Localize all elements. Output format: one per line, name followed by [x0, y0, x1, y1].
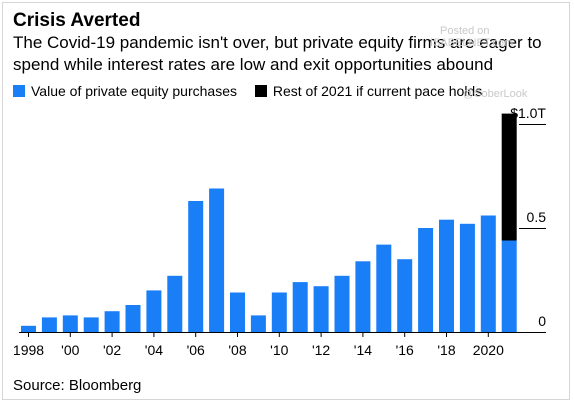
bar-purchases-2007 — [209, 188, 225, 332]
bar-purchases-2020 — [480, 215, 496, 332]
chart-legend: Value of private equity purchases Rest o… — [13, 82, 496, 100]
y-tick-label-0: 0 — [538, 313, 546, 329]
legend-label-rest-of-2021: Rest of 2021 if current pace holds — [272, 83, 483, 99]
watermark-posted-on: Posted on — [440, 25, 490, 37]
chart-frame — [2, 2, 570, 400]
x-tick-label-2020: 2020 — [473, 342, 504, 358]
bar-purchases-2001 — [83, 317, 99, 332]
bar-purchases-2003 — [125, 305, 141, 332]
chart-subtitle: The Covid-19 pandemic isn't over, but pr… — [13, 33, 542, 74]
bar-purchases-2009 — [250, 315, 266, 332]
legend-item-purchases: Value of private equity purchases — [13, 82, 237, 100]
x-tick-label-2002: '02 — [103, 342, 121, 358]
bar-purchases-2012 — [313, 286, 329, 332]
bar-purchases-2002 — [104, 311, 120, 332]
source-note: Source: Bloomberg — [13, 377, 142, 394]
watermark-handle: @SoberLook — [463, 88, 528, 100]
bar-purchases-2018 — [439, 219, 454, 332]
bar-purchases-2008 — [230, 292, 245, 332]
bar-purchases-2011 — [292, 282, 308, 332]
bar-purchases-2014 — [355, 261, 371, 332]
legend-swatch-purchases — [13, 85, 25, 97]
bar-purchases-1999 — [41, 317, 57, 332]
x-tick-label-2012: '12 — [312, 342, 330, 358]
bar-purchases-2000 — [62, 315, 78, 332]
bar-purchases-2021 — [501, 240, 517, 332]
x-tick-label-1998: 1998 — [13, 342, 44, 358]
x-tick-label-2014: '14 — [354, 342, 372, 358]
x-tick-label-2000: '00 — [61, 342, 79, 358]
x-tick-label-2010: '10 — [270, 342, 288, 358]
x-tick-label-2008: '08 — [228, 342, 246, 358]
bar-purchases-2004 — [146, 290, 162, 332]
watermark-site: ISABELNET.com — [430, 37, 514, 49]
bar-purchases-2006 — [188, 201, 204, 332]
bar-purchases-2013 — [334, 275, 350, 332]
x-tick-label-2004: '04 — [145, 342, 163, 358]
bar-purchases-2015 — [376, 244, 392, 332]
bar-purchases-2019 — [459, 223, 475, 332]
x-tick-label-2016: '16 — [396, 342, 414, 358]
bar-purchases-2010 — [271, 292, 287, 332]
x-tick-label-2018: '18 — [437, 342, 455, 358]
legend-item-rest-of-2021: Rest of 2021 if current pace holds — [254, 82, 483, 100]
legend-label-purchases: Value of private equity purchases — [31, 83, 237, 99]
bar-purchases-1998 — [21, 325, 36, 332]
y-tick-label-0.5: 0.5 — [527, 209, 547, 225]
bar-rest-of-year-2021 — [501, 113, 517, 241]
bar-purchases-2005 — [167, 275, 183, 332]
bar-purchases-2017 — [418, 228, 434, 332]
x-tick-label-2006: '06 — [187, 342, 205, 358]
y-tick-label-$1.0T: $1.0T — [510, 105, 546, 121]
legend-swatch-rest-of-2021 — [254, 85, 267, 97]
bar-purchases-2016 — [397, 259, 413, 332]
chart-title: Crisis Averted — [13, 10, 141, 31]
